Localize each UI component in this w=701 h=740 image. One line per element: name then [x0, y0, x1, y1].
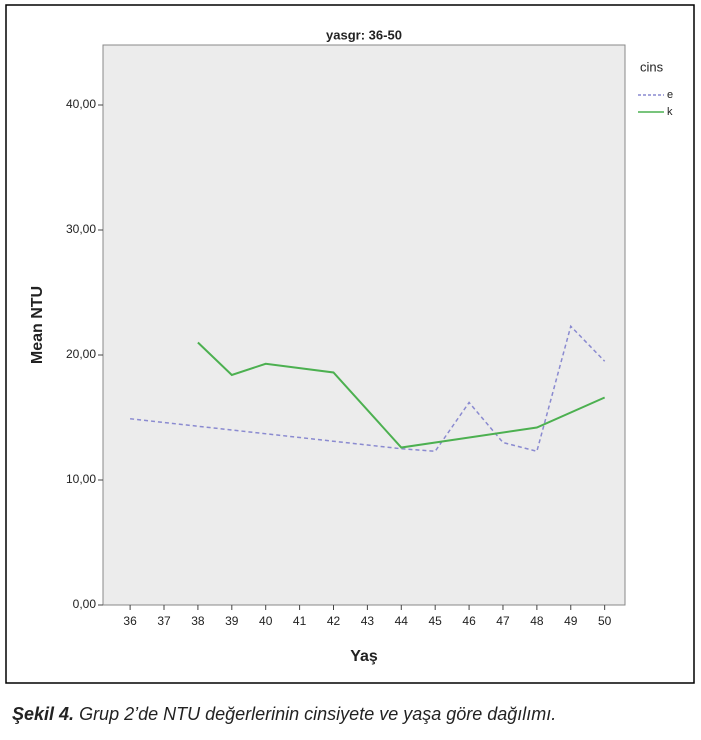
x-tick-label: 38 — [191, 614, 205, 628]
legend-label: e — [667, 89, 673, 101]
caption-text: Grup 2’de NTU değerlerinin cinsiyete ve … — [79, 704, 556, 724]
series-line — [197, 341, 606, 449]
legend-label: k — [667, 106, 673, 118]
x-tick-label: 46 — [462, 614, 476, 628]
x-tick-label: 41 — [293, 614, 307, 628]
chart-title: yasgr: 36-50 — [326, 27, 402, 42]
caption: Şekil 4. Grup 2’de NTU değerlerinin cins… — [12, 704, 556, 724]
y-axis-label: Mean NTU — [29, 286, 46, 364]
plot-area — [102, 44, 626, 606]
x-axis-label: Yaş — [350, 648, 378, 665]
x-tick-label: 49 — [564, 614, 578, 628]
x-tick-label: 50 — [598, 614, 612, 628]
x-tick-label: 44 — [395, 614, 409, 628]
x-tick-label: 42 — [327, 614, 341, 628]
y-tick-label: 0,00 — [73, 597, 97, 611]
y-tick-label: 10,00 — [66, 472, 96, 486]
x-tick-label: 37 — [157, 614, 171, 628]
x-tick-label: 36 — [123, 614, 137, 628]
x-tick-label: 39 — [225, 614, 239, 628]
legend-title: cins — [640, 59, 664, 74]
y-tick-label: 30,00 — [66, 222, 96, 236]
caption-label: Şekil 4. — [12, 704, 74, 724]
x-tick-label: 48 — [530, 614, 544, 628]
x-tick-label: 45 — [429, 614, 443, 628]
y-tick-label: 40,00 — [66, 97, 96, 111]
series-line — [130, 324, 606, 453]
x-tick-label: 47 — [496, 614, 510, 628]
x-tick-label: 40 — [259, 614, 273, 628]
x-tick-label: 43 — [361, 614, 375, 628]
y-tick-label: 20,00 — [66, 347, 96, 361]
